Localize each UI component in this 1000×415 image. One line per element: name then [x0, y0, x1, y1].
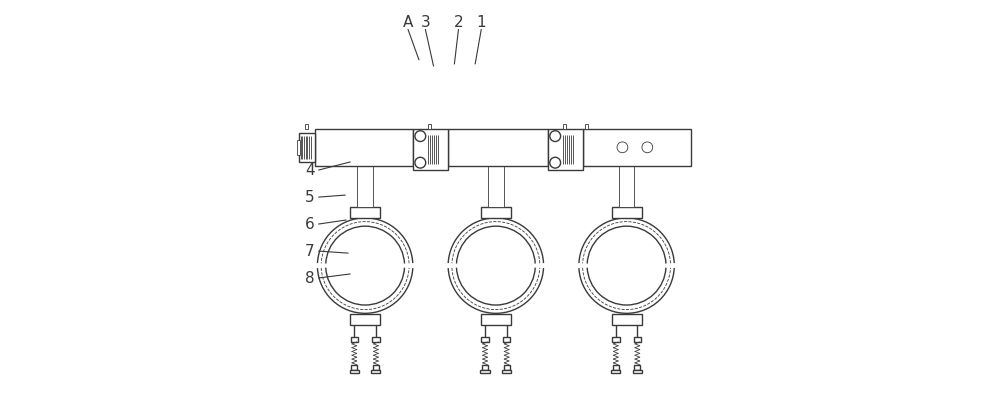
Bar: [482, 365, 488, 370]
Circle shape: [642, 142, 653, 153]
Bar: [350, 208, 380, 218]
Bar: [372, 337, 380, 342]
Bar: [612, 208, 642, 218]
Bar: [585, 124, 588, 129]
Bar: [351, 337, 358, 342]
Bar: [612, 314, 642, 325]
Bar: [481, 314, 511, 325]
Text: 7: 7: [305, 244, 315, 259]
Bar: [504, 365, 510, 370]
Text: 5: 5: [305, 190, 315, 205]
Bar: [448, 129, 548, 166]
Bar: [488, 166, 504, 208]
Bar: [634, 337, 641, 342]
Bar: [611, 370, 620, 373]
Bar: [481, 337, 489, 342]
Bar: [299, 133, 315, 162]
Bar: [613, 365, 619, 370]
Circle shape: [617, 142, 628, 153]
Text: 1: 1: [477, 15, 486, 30]
Text: A: A: [403, 15, 413, 30]
Bar: [305, 124, 308, 129]
Bar: [315, 129, 413, 166]
Text: 6: 6: [305, 217, 315, 232]
Text: 2: 2: [454, 15, 463, 30]
Bar: [350, 314, 380, 325]
Bar: [351, 365, 357, 370]
Bar: [563, 124, 566, 129]
Circle shape: [550, 131, 561, 142]
Bar: [480, 370, 490, 373]
Bar: [502, 370, 511, 373]
Circle shape: [415, 157, 426, 168]
Text: 4: 4: [305, 163, 315, 178]
Bar: [612, 337, 620, 342]
Bar: [357, 166, 373, 208]
Bar: [548, 129, 583, 170]
Bar: [373, 365, 379, 370]
Bar: [413, 129, 448, 170]
Bar: [619, 166, 634, 208]
Bar: [371, 370, 380, 373]
Bar: [633, 370, 642, 373]
Bar: [481, 208, 511, 218]
Bar: [583, 129, 691, 166]
Bar: [350, 370, 359, 373]
Text: 8: 8: [305, 271, 315, 286]
Bar: [297, 140, 300, 155]
Bar: [503, 337, 510, 342]
Circle shape: [415, 131, 426, 142]
Bar: [634, 365, 640, 370]
Bar: [428, 124, 431, 129]
Circle shape: [550, 157, 561, 168]
Text: 3: 3: [420, 15, 430, 30]
